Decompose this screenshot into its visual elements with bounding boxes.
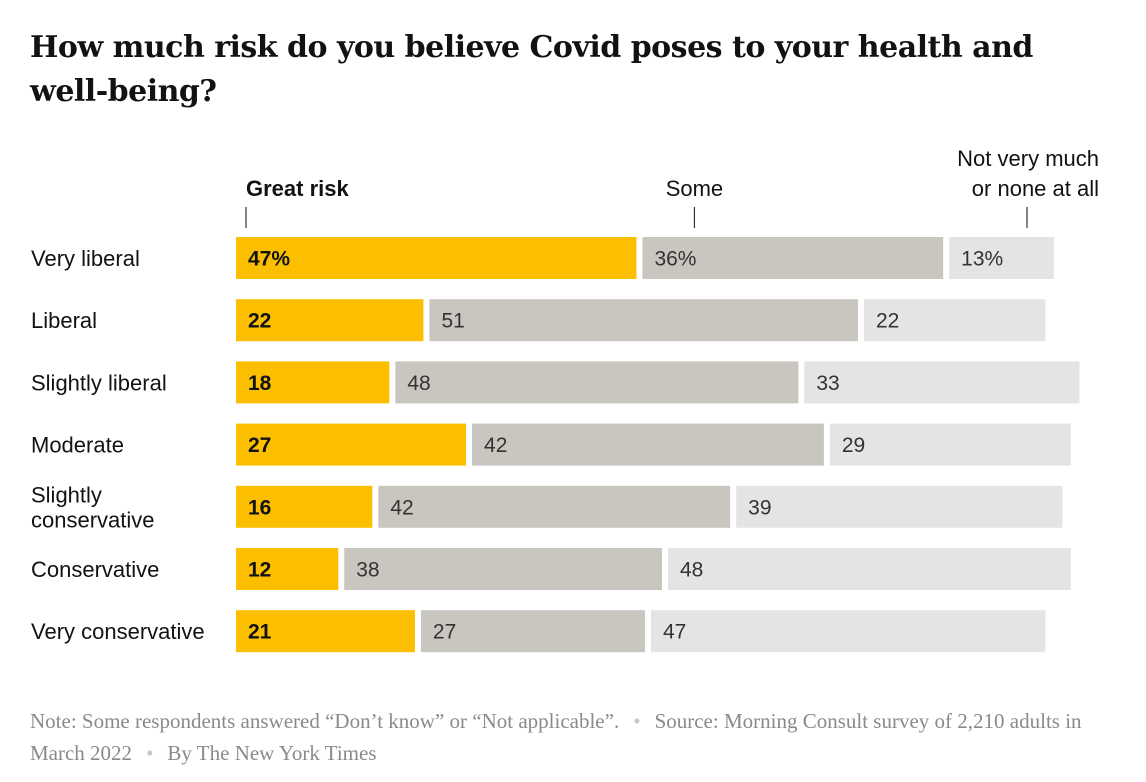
value-label-some-very-liberal: 36% (654, 248, 696, 271)
bar-great-risk-slightly-conservative (236, 485, 373, 528)
footer-separator: • (146, 741, 154, 765)
bar-not-very-much-or-none-at-all-slightly-liberal (804, 361, 1080, 404)
category-label-slightly-liberal: Slightly liberal (31, 370, 167, 395)
bar-great-risk-conservative (236, 548, 339, 590)
value-label-great-risk-very-liberal: 47% (248, 248, 290, 271)
bar-great-risk-slightly-liberal (236, 361, 390, 404)
legend-header-great-risk: Great risk (246, 176, 349, 201)
value-label-great-risk-slightly-conservative: 16 (248, 496, 271, 519)
category-label-very-conservative: Very conservative (31, 619, 205, 644)
chart-title: How much risk do you believe Covid poses… (30, 30, 1033, 109)
category-label-moderate: Moderate (31, 433, 124, 458)
bar-great-risk-very-liberal (236, 237, 637, 279)
value-label-not-very-much-or-none-at-all-moderate: 29 (842, 434, 865, 457)
value-label-great-risk-conservative: 12 (248, 559, 271, 582)
bar-great-risk-moderate (236, 423, 467, 466)
bar-great-risk-very-conservative (236, 610, 415, 653)
category-label-slightly-conservative: Slightly (31, 482, 102, 507)
bar-some-slightly-liberal (395, 361, 799, 404)
bar-not-very-much-or-none-at-all-liberal (863, 299, 1046, 342)
bar-not-very-much-or-none-at-all-conservative (668, 548, 1071, 590)
value-label-some-moderate: 42 (484, 434, 507, 457)
value-label-not-very-much-or-none-at-all-very-liberal: 13% (961, 248, 1003, 271)
footer-separator: • (633, 709, 641, 733)
bar-not-very-much-or-none-at-all-very-liberal (949, 237, 1054, 279)
value-label-some-liberal: 51 (441, 310, 464, 333)
category-label-very-liberal: Very liberal (31, 246, 140, 271)
value-label-some-very-conservative: 27 (433, 621, 456, 644)
stacked-bar-chart: Very liberal 47% 36% 13% Liberal 22 51 22 Slight… (31, 146, 1099, 653)
category-label-slightly-conservative: conservative (31, 507, 155, 532)
footer-source: Source: Morning Consult survey of 2,210 … (30, 709, 1082, 765)
legend-header-not-very-much-or-none-at-all: Not very much (957, 146, 1099, 171)
bar-not-very-much-or-none-at-all-slightly-conservative (736, 485, 1063, 528)
value-label-not-very-much-or-none-at-all-very-conservative: 47 (663, 621, 686, 644)
value-label-great-risk-moderate: 27 (248, 434, 271, 457)
value-label-some-conservative: 38 (356, 559, 379, 582)
value-label-not-very-much-or-none-at-all-conservative: 48 (680, 559, 703, 582)
value-label-not-very-much-or-none-at-all-slightly-conservative: 39 (748, 496, 771, 519)
value-label-some-slightly-liberal: 48 (407, 372, 430, 395)
footer-note: Note: Some respondents answered “Don’t k… (30, 709, 620, 733)
value-label-great-risk-liberal: 22 (248, 310, 271, 333)
footer-byline: By The New York Times (167, 741, 377, 765)
bar-not-very-much-or-none-at-all-very-conservative (650, 610, 1046, 653)
value-label-not-very-much-or-none-at-all-slightly-liberal: 33 (816, 372, 839, 395)
legend-header-not-very-much-or-none-at-all: or none at all (972, 176, 1099, 201)
chart-footer: Note: Some respondents answered “Don’t k… (30, 705, 1120, 769)
value-label-great-risk-very-conservative: 21 (248, 621, 272, 644)
bar-some-very-conservative (420, 610, 645, 653)
bar-some-conservative (344, 548, 662, 590)
bar-not-very-much-or-none-at-all-moderate (829, 423, 1071, 466)
bar-some-liberal (429, 299, 858, 342)
value-label-great-risk-slightly-liberal: 18 (248, 372, 272, 395)
category-label-liberal: Liberal (31, 308, 97, 333)
value-label-some-slightly-conservative: 42 (390, 496, 413, 519)
bar-great-risk-liberal (236, 299, 424, 342)
category-label-conservative: Conservative (31, 557, 159, 582)
bar-some-moderate (472, 423, 824, 466)
legend-header-some: Some (666, 176, 723, 201)
bar-some-slightly-conservative (378, 485, 731, 528)
bar-some-very-liberal (642, 237, 944, 279)
value-label-not-very-much-or-none-at-all-liberal: 22 (876, 310, 899, 333)
